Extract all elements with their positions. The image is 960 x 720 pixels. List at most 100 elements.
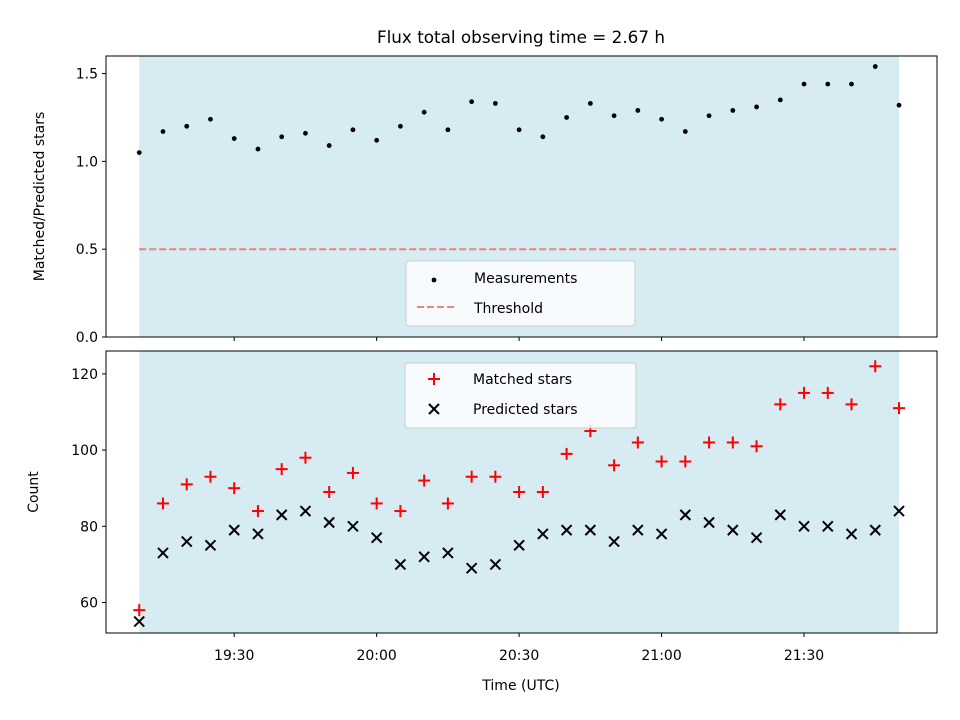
matched-star-point xyxy=(228,482,241,495)
matched-star-point xyxy=(251,505,264,518)
matched-star-point xyxy=(323,486,336,498)
predicted-star-point xyxy=(679,509,692,521)
y-tick-label: 1.0 xyxy=(76,154,98,170)
predicted-star-point xyxy=(750,532,763,544)
ratio-legend-box xyxy=(405,260,636,327)
measurement-point xyxy=(374,137,380,143)
matched-star-point xyxy=(869,360,882,373)
predicted-star-point xyxy=(822,520,834,533)
count-axes-frame xyxy=(105,350,938,634)
predicted-star-point xyxy=(727,524,739,536)
legend-measurement-marker xyxy=(431,277,437,283)
ratio-x-ticks xyxy=(233,337,805,341)
predicted-star-point xyxy=(204,539,217,552)
ratio-y-ticks: 0.0 0.5 1.0 1.5 xyxy=(76,67,106,346)
count-panel: 60 80 100 120 19:30 20:00 20:30 21:00 21:30 Cou… xyxy=(26,350,938,694)
measurement-point xyxy=(849,81,854,87)
measurement-point xyxy=(540,134,546,140)
y-tick-label: 120 xyxy=(71,367,98,383)
matched-star-point xyxy=(821,386,834,399)
predicted-star-point xyxy=(632,524,644,536)
measurement-point xyxy=(303,130,308,136)
predicted-star-point xyxy=(608,535,620,548)
matched-star-point xyxy=(726,436,739,449)
predicted-star-point xyxy=(655,528,668,540)
matched-star-point xyxy=(441,497,454,510)
count-y-axis-label: Count xyxy=(26,471,42,513)
ratio-y-axis-label: Matched/Predicted stars xyxy=(32,112,48,282)
legend-predicted-label: Predicted stars xyxy=(473,402,578,418)
x-axis-label: Time (UTC) xyxy=(481,678,559,694)
matched-star-point xyxy=(394,505,407,518)
predicted-star-point xyxy=(465,562,478,574)
matched-star-point xyxy=(608,459,621,472)
measurement-point xyxy=(398,123,403,129)
measurement-point xyxy=(136,150,142,155)
matched-star-point xyxy=(133,604,146,617)
predicted-star-point xyxy=(394,558,407,571)
matched-star-point xyxy=(536,486,549,498)
y-tick-label: 60 xyxy=(80,596,98,612)
measurement-points xyxy=(136,64,902,155)
predicted-star-point xyxy=(275,509,288,521)
y-tick-label: 1.5 xyxy=(76,67,98,83)
matched-star-point xyxy=(275,463,288,476)
x-tick-label: 21:00 xyxy=(641,648,681,664)
measurement-point xyxy=(445,127,451,133)
measurement-point xyxy=(326,143,332,148)
measurement-point xyxy=(184,123,190,129)
predicted-star-point xyxy=(560,524,573,536)
measurement-point xyxy=(801,81,807,87)
measurement-point xyxy=(231,136,237,141)
x-tick-label: 20:00 xyxy=(356,648,396,664)
matched-star-point xyxy=(750,440,763,453)
measurement-point xyxy=(682,129,688,134)
predicted-star-point xyxy=(228,524,240,536)
matched-star-point xyxy=(513,486,526,498)
predicted-star-point xyxy=(537,528,549,540)
legend-matched-marker xyxy=(428,373,440,385)
predicted-star-point xyxy=(133,615,145,628)
predicted-star-point xyxy=(798,520,810,533)
predicted-star-point xyxy=(323,516,335,529)
measurement-point xyxy=(825,81,831,87)
measurement-point xyxy=(587,101,593,106)
predicted-star-point xyxy=(181,535,193,548)
measurement-point xyxy=(659,116,664,122)
predicted-star-point xyxy=(584,524,597,536)
predicted-stars-points xyxy=(133,505,905,628)
matched-star-point xyxy=(465,470,478,483)
ratio-legend: Measurements Threshold xyxy=(405,260,636,327)
matched-star-point xyxy=(204,470,217,483)
measurement-point xyxy=(777,97,783,103)
matched-star-point xyxy=(489,470,502,483)
predicted-star-point xyxy=(893,505,905,517)
predicted-star-point xyxy=(157,547,169,559)
x-tick-label: 20:30 xyxy=(499,648,539,664)
ratio-axes-frame xyxy=(105,55,938,338)
predicted-star-point xyxy=(299,505,312,517)
matched-star-point xyxy=(560,447,573,460)
matched-star-point xyxy=(156,497,169,510)
matched-star-point xyxy=(703,436,716,449)
predicted-star-point xyxy=(370,532,383,544)
predicted-star-point xyxy=(418,551,430,563)
legend-matched-label: Matched stars xyxy=(473,372,572,388)
x-tick-label: 21:30 xyxy=(784,648,824,664)
measurement-point xyxy=(255,146,261,152)
matched-stars-points xyxy=(133,360,906,617)
measurement-point xyxy=(350,127,356,133)
matched-star-point xyxy=(180,478,193,491)
matched-star-point xyxy=(418,474,431,487)
measurement-point xyxy=(160,129,166,134)
ratio-panel: 0.0 0.5 1.0 1.5 Matched/Predicted stars Mea… xyxy=(32,55,938,346)
matched-star-point xyxy=(798,386,811,399)
predicted-star-point xyxy=(845,528,858,540)
count-legend: Matched stars Predicted stars xyxy=(404,362,637,429)
chart-title: Flux total observing time = 2.67 h xyxy=(377,27,665,47)
count-x-ticks: 19:30 20:00 20:30 21:00 21:30 xyxy=(214,633,824,664)
measurement-point xyxy=(421,109,427,115)
predicted-star-point xyxy=(252,528,264,540)
count-y-ticks: 60 80 100 120 xyxy=(71,367,106,612)
matched-star-point xyxy=(370,497,383,510)
